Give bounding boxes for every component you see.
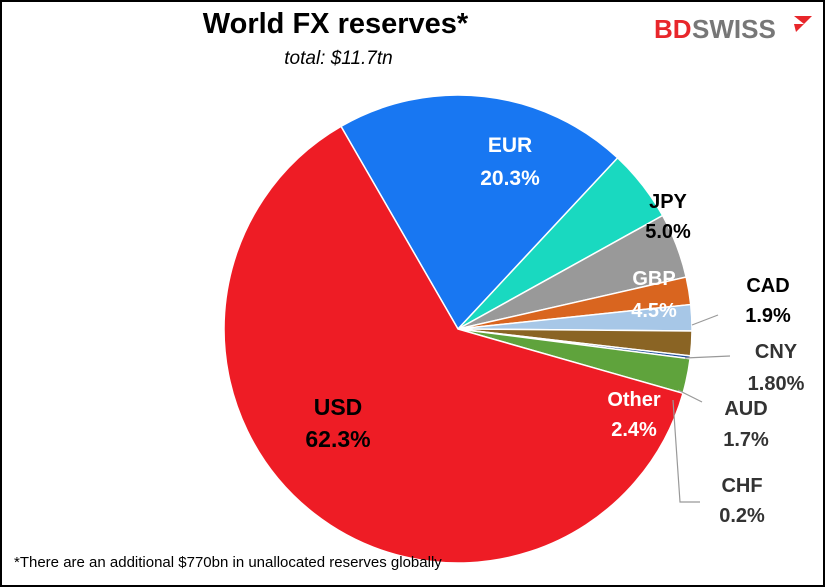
slice-label-eur: EUR	[488, 134, 532, 157]
slice-label-usd: USD	[314, 394, 363, 420]
logo-bd-text: BD	[654, 14, 692, 44]
logo-arrow-icon	[794, 16, 812, 32]
slice-value-gbp: 4.5%	[631, 300, 677, 322]
slice-label-cad: CAD	[746, 275, 789, 297]
slice-value-chf: 0.2%	[719, 505, 765, 527]
logo-swiss-text: SWISS	[692, 14, 776, 44]
slice-value-cny: 1.80%	[748, 373, 805, 395]
leader-line-cny	[684, 355, 731, 359]
leader-line-chf	[672, 399, 700, 503]
slice-label-cny: CNY	[755, 341, 798, 363]
slice-value-usd: 62.3%	[305, 426, 370, 452]
slice-label-jpy: JPY	[649, 191, 687, 213]
slice-label-aud: AUD	[724, 398, 767, 420]
slice-label-other: Other	[607, 389, 661, 411]
leader-line-cad	[691, 314, 719, 326]
chart-subtitle: total: $11.7tn	[284, 48, 393, 69]
slice-value-jpy: 5.0%	[645, 221, 691, 243]
slice-value-other: 2.4%	[611, 419, 657, 441]
slice-value-eur: 20.3%	[480, 167, 540, 190]
slice-label-chf: CHF	[721, 475, 762, 497]
pie-slice-usd	[223, 125, 684, 564]
slice-label-gbp: GBP	[632, 268, 675, 290]
chart-footnote: *There are an additional $770bn in unall…	[14, 554, 442, 571]
chart-title: World FX reserves*	[202, 8, 469, 40]
slice-value-cad: 1.9%	[745, 305, 791, 327]
slice-value-aud: 1.7%	[723, 429, 769, 451]
pie-slice-eur	[339, 94, 619, 331]
leader-line-aud	[677, 389, 703, 403]
bdswiss-logo: BD SWISS	[654, 14, 812, 44]
